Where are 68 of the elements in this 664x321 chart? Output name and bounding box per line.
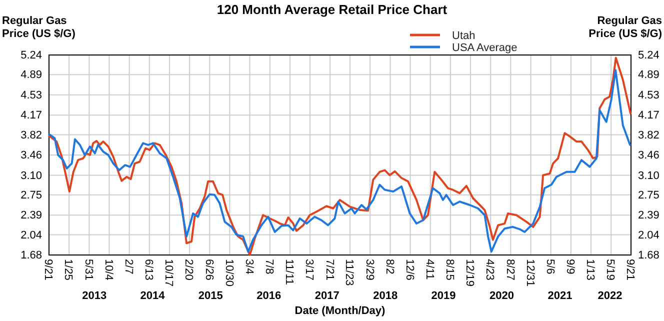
x-tick-label: 10/30 [222,259,235,287]
x-tick-label: 8/27 [504,259,516,280]
y-tick-label: 3.82 [20,129,42,142]
x-tick-label: 5/6 [544,259,556,274]
y2-tick-label: 5.24 [638,50,660,62]
text: 2017 [314,290,340,302]
x-tick-label: 8/2 [383,259,396,274]
x-tick-label: 6/26 [202,259,215,280]
x-tick-label: 8/15 [444,259,456,280]
text: 2019 [431,290,456,302]
y2-tick-label: 3.82 [638,129,660,142]
text: 2015 [198,290,223,302]
x-tick-label: 1/13 [584,259,596,280]
x-tick-label: 11/11 [283,259,296,285]
x-tick-label: 3/4 [242,259,255,274]
x-tick-label: 10/4 [102,259,114,280]
x-tick-label: 12/6 [403,259,416,280]
y-tick-label: 5.24 [20,50,42,62]
x-tick-label: 9/9 [564,259,576,274]
x-tick-label: 1/25 [62,259,74,280]
x-tick-label: 9/21 [42,259,54,280]
y2-axis-title: Regular Gas Price (US $/G) [588,15,662,40]
y-tick-label: 3.10 [20,170,42,182]
y2-tick-label: 3.10 [638,170,660,182]
text: 2014 [140,290,166,302]
y-tick-label: 2.75 [20,189,42,202]
x-axis-title: Date (Month/Day) [294,305,386,317]
y-tick-label: 4.17 [20,110,42,122]
y-tick-label: 4.53 [20,89,42,102]
x-tick-label: 11/23 [343,259,356,286]
text: 2018 [373,290,398,302]
y2-tick-label: 4.17 [638,110,660,122]
x-tick-label: 6/13 [142,259,155,280]
text: 2021 [548,290,572,302]
x-tick-label: 4/11 [424,259,436,280]
y2-tick-label: 2.75 [638,189,660,202]
text: 2016 [256,290,282,302]
x-tick-label: 10/17 [162,259,175,287]
x-tick-label: 7/21 [323,259,336,280]
y2-tick-label: 3.46 [638,150,660,162]
x-tick-label: 7/8 [263,259,276,274]
y-axis-title: Regular Gas Price (US $/G) [2,15,76,40]
y2-tick-label: 2.04 [638,229,660,242]
y2-tick-label: 1.68 [638,250,660,262]
legend-label: Utah [452,30,476,42]
x-tick-label: 3/17 [303,259,316,280]
legend-label: USA Average [452,42,518,54]
text: 2020 [490,290,514,302]
x-tick-label: 5/31 [82,259,94,280]
y2-tick-label: 4.53 [638,89,660,102]
y-tick-label: 2.39 [20,210,42,222]
y-tick-label: 3.46 [20,150,42,162]
x-tick-label: 12/31 [524,259,536,287]
y-tick-label: 4.89 [20,69,42,82]
x-tick-label: 9/21 [624,259,636,280]
x-tick-label: 3/29 [363,259,376,280]
y2-tick-label: 2.39 [638,210,660,222]
x-tick-label: 2/20 [182,259,195,280]
x-tick-label: 4/23 [484,259,496,280]
x-tick-label: 5/19 [604,259,616,280]
y-tick-label: 2.04 [20,229,42,242]
y2-tick-label: 4.89 [638,69,660,82]
y-tick-label: 1.68 [20,250,42,262]
chart-title: 120 Month Average Retail Price Chart [216,2,448,17]
text: 2022 [598,290,622,302]
text: 2013 [82,290,107,302]
x-tick-label: 2/7 [122,259,134,274]
x-tick-label: 12/19 [464,259,476,287]
